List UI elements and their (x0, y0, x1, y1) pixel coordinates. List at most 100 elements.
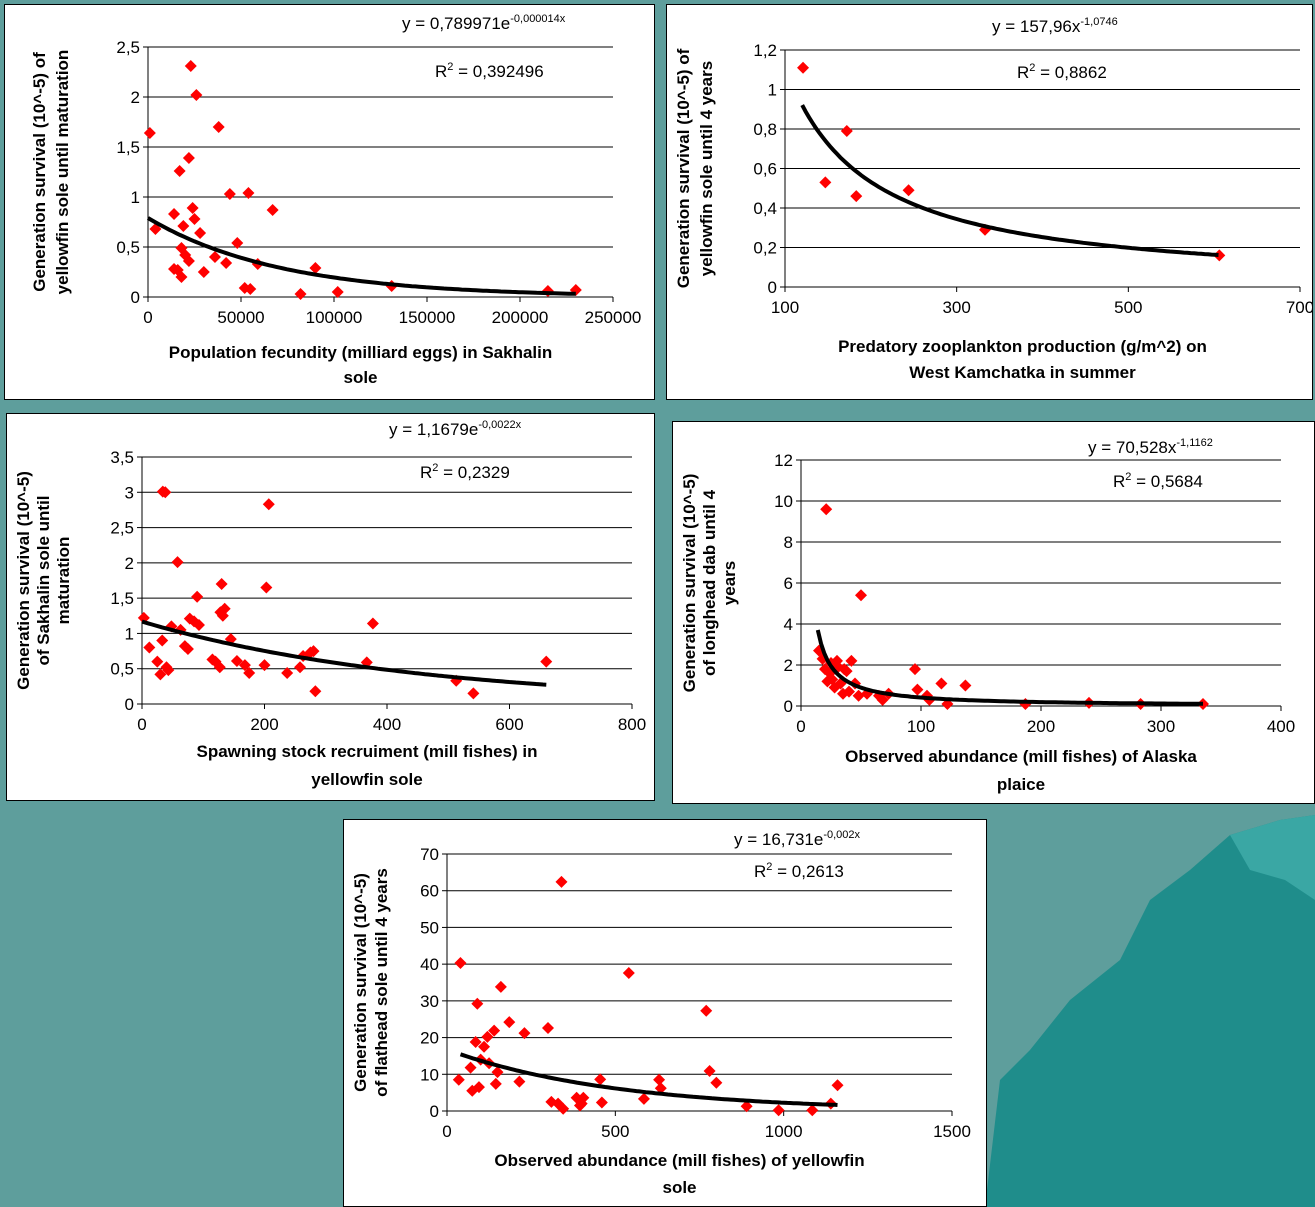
y-axis-label: years (720, 561, 739, 605)
x-axis-label: West Kamchatka in summer (909, 363, 1136, 382)
r-squared-label: R2 = 0,5684 (1113, 471, 1203, 491)
data-point (186, 202, 199, 214)
data-point (595, 1096, 608, 1109)
x-axis-label: sole (662, 1178, 696, 1197)
data-point (181, 642, 194, 655)
y-axis-label: Generation survival (10^-5) of (30, 52, 49, 292)
y-axis-label: Generation survival (10^-5) (351, 873, 370, 1092)
data-point (831, 1079, 844, 1092)
data-point (542, 1022, 554, 1035)
chart-panel-spawning-stock: 0 0,5 1 1,5 2 2,5 3 3,5 0 200 400 600 800 y = 1,1679e… (6, 413, 655, 801)
y-axis-label: of longhead dab until 4 (700, 489, 719, 676)
x-tick-label: 0 (143, 308, 152, 327)
x-tick-label: 1000 (765, 1122, 803, 1141)
y-tick-label: 1 (125, 624, 134, 643)
y-tick-label: 0 (430, 1102, 439, 1121)
data-point (464, 1061, 477, 1074)
trendline (815, 629, 1203, 706)
data-point (175, 271, 188, 283)
data-point (710, 1076, 723, 1089)
data-point (472, 1081, 485, 1094)
y-tick-label: 0,2 (753, 239, 777, 258)
y-axis-label: Generation survival (10^-5) (14, 471, 33, 690)
data-point (513, 1075, 526, 1088)
x-tick-label: 1500 (933, 1122, 971, 1141)
y-tick-label: 0 (784, 697, 793, 716)
y-tick-label: 0 (125, 695, 134, 714)
y-tick-label: 10 (774, 492, 793, 511)
data-point (192, 618, 205, 631)
data-point (488, 1024, 501, 1037)
data-point (216, 609, 229, 622)
trend-equation: y = 70,528x-1,1162 (1088, 437, 1213, 457)
data-point (653, 1073, 666, 1086)
trend-equation: y = 0,789971e-0,000014x (402, 13, 566, 33)
data-points (797, 61, 1226, 262)
data-point (137, 611, 150, 624)
y-tick-label: 1,5 (110, 589, 134, 608)
data-point (855, 589, 867, 602)
y-axis-label: maturation (54, 537, 73, 625)
data-point (703, 1064, 716, 1077)
y-tick-label: 0,5 (110, 660, 134, 679)
x-tick-label: 800 (618, 715, 646, 734)
data-point (594, 1073, 607, 1086)
data-point (171, 556, 184, 569)
data-point (366, 617, 379, 630)
data-point (902, 184, 915, 197)
data-point (637, 1092, 650, 1105)
x-axis-label: yellowfin sole (311, 770, 422, 789)
data-point (843, 685, 855, 698)
data-point (143, 641, 156, 654)
data-point (309, 262, 322, 274)
data-point (489, 1077, 502, 1090)
data-point (212, 121, 225, 133)
x-tick-label: 50000 (217, 308, 264, 327)
trendline (146, 216, 576, 296)
data-point (454, 957, 467, 970)
y-tick-label: 2,5 (110, 519, 134, 538)
trendline (141, 619, 547, 687)
data-point (772, 1104, 785, 1117)
data-point (191, 590, 204, 603)
data-point (575, 1097, 588, 1110)
data-point (209, 655, 222, 668)
x-tick-label: 300 (942, 298, 970, 317)
trendline (800, 104, 1219, 257)
x-tick-label: 200 (1027, 717, 1055, 736)
data-point (194, 227, 207, 239)
x-tick-label: 400 (373, 715, 401, 734)
y-tick-label: 0,5 (116, 238, 140, 257)
data-point (557, 1102, 570, 1115)
data-point (244, 283, 257, 295)
x-tick-label: 500 (601, 1122, 629, 1141)
data-point (182, 152, 195, 164)
data-point (242, 187, 255, 199)
chart-panel-alaska-plaice: 0 2 4 6 8 10 12 0 100 200 300 400 y = 70,528x-1,1162… (672, 421, 1315, 804)
y-tick-label: 60 (420, 882, 439, 901)
chart-panel-zooplankton: 0 0,2 0,4 0,6 0,8 1 1,2 100 300 500 700 y = 157,96x… (666, 4, 1313, 400)
x-tick-label: 200000 (492, 308, 549, 327)
data-point (845, 654, 858, 667)
data-point (213, 661, 226, 674)
data-point (331, 286, 344, 298)
data-point (165, 620, 178, 633)
x-tick-label: 100 (907, 717, 935, 736)
scatter-chart: 0 2 4 6 8 10 12 0 100 200 300 400 y = 70,528x-1,1162… (680, 437, 1295, 794)
y-tick-label: 30 (420, 992, 439, 1011)
x-tick-label: 200 (250, 715, 278, 734)
data-point (909, 663, 921, 676)
data-point (173, 165, 186, 177)
y-tick-label: 0 (768, 278, 777, 297)
data-point (215, 578, 228, 591)
y-tick-label: 0,4 (753, 199, 777, 218)
x-tick-label: 150000 (399, 308, 456, 327)
data-point (494, 980, 507, 993)
y-axis-label: yellowfin sole until 4 years (697, 61, 716, 276)
data-point (177, 220, 190, 232)
data-point (850, 190, 863, 203)
data-point (478, 1040, 491, 1053)
data-point (540, 655, 553, 668)
data-point (471, 997, 484, 1010)
